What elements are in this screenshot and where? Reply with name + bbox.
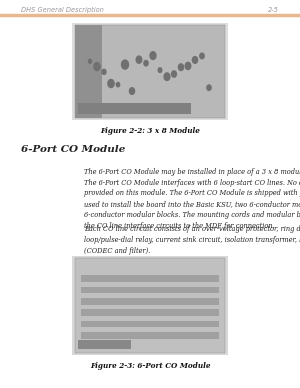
Bar — [81, 309, 219, 316]
Circle shape — [136, 56, 142, 63]
Circle shape — [94, 62, 100, 71]
Bar — [81, 321, 219, 327]
Text: Figure 2-2: 3 x 8 Module: Figure 2-2: 3 x 8 Module — [100, 127, 200, 135]
Bar — [75, 258, 225, 353]
Bar — [78, 103, 190, 114]
Circle shape — [200, 53, 204, 59]
Bar — [81, 275, 219, 282]
Text: The 6-Port CO Module may be installed in place of a 3 x 8 module in the last car: The 6-Port CO Module may be installed in… — [84, 168, 300, 230]
Circle shape — [172, 71, 176, 77]
Circle shape — [192, 57, 198, 63]
Circle shape — [178, 64, 184, 71]
Circle shape — [122, 60, 128, 69]
Bar — [78, 340, 130, 349]
Bar — [75, 25, 102, 118]
Circle shape — [108, 80, 114, 88]
Bar — [72, 256, 228, 355]
Bar — [81, 332, 219, 339]
Circle shape — [129, 88, 135, 94]
Circle shape — [185, 62, 191, 69]
Bar — [81, 298, 219, 305]
Circle shape — [144, 61, 148, 66]
Circle shape — [116, 82, 120, 87]
Circle shape — [158, 68, 162, 73]
Text: Each CO line circuit consists of an over-voltage protector, ring detector, loop : Each CO line circuit consists of an over… — [84, 225, 300, 255]
Text: DHS General Description: DHS General Description — [21, 7, 104, 13]
Bar — [72, 23, 228, 120]
Text: Figure 2-3: 6-Port CO Module: Figure 2-3: 6-Port CO Module — [90, 362, 210, 370]
Circle shape — [88, 59, 92, 63]
Circle shape — [207, 85, 211, 90]
Circle shape — [150, 52, 156, 59]
Bar — [81, 286, 219, 293]
Circle shape — [102, 69, 106, 74]
Bar — [75, 25, 225, 118]
Text: 6-Port CO Module: 6-Port CO Module — [21, 145, 125, 154]
Circle shape — [164, 73, 170, 80]
Text: 2-5: 2-5 — [268, 7, 279, 13]
